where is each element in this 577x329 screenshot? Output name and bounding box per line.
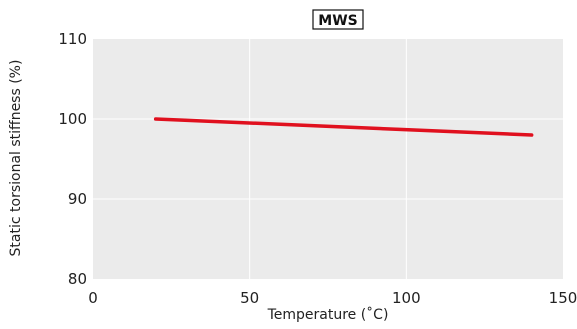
- x-tick-label: 0: [88, 289, 98, 307]
- x-tick-label: 50: [240, 289, 259, 307]
- y-tick-labels: 80 90 100 110: [58, 30, 87, 288]
- chart-title-text: MWS: [318, 13, 357, 29]
- title-box: [312, 9, 364, 30]
- x-axis-label: Temperature (˚C): [267, 306, 389, 323]
- y-tick-label: 80: [68, 270, 87, 288]
- series-line: [153, 117, 534, 137]
- y-tick-label: 90: [68, 190, 87, 208]
- series-layer: [153, 117, 534, 137]
- y-axis-label: Static torsional stiffness (%): [8, 60, 24, 257]
- chart-title: MWS: [312, 9, 364, 30]
- y-tick-label: 110: [58, 30, 87, 48]
- x-tick-label: 100: [392, 289, 421, 307]
- plot-area: [93, 39, 563, 279]
- y-tick-label: 100: [58, 110, 87, 128]
- x-tick-label: 150: [549, 289, 577, 307]
- x-tick-labels: 0 50 100 150: [88, 289, 577, 307]
